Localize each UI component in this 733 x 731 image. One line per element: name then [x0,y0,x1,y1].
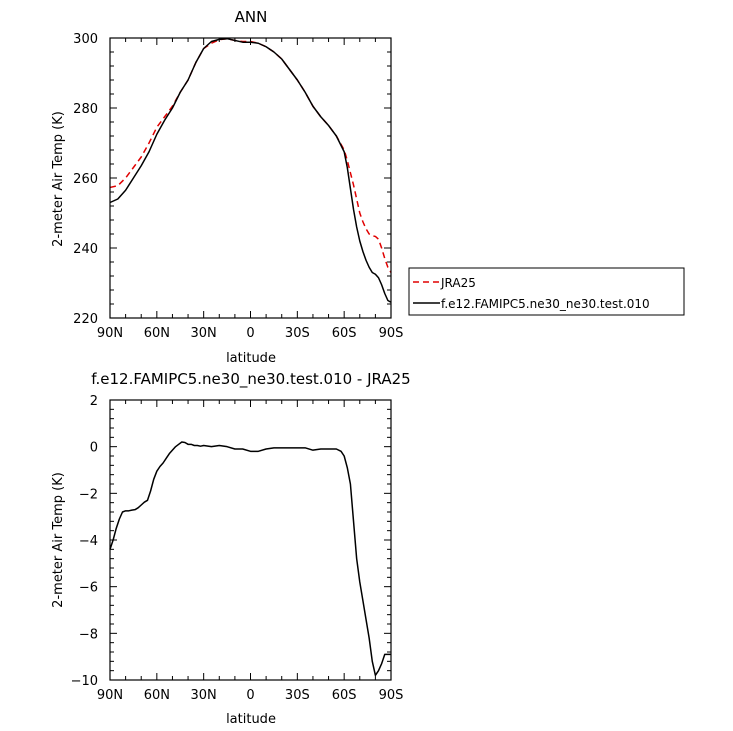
y-axis-label: 2-meter Air Temp (K) [51,111,66,247]
y-tick-label: 0 [90,441,98,456]
x-tick-label: 90S [379,326,404,341]
y-tick-label: −8 [79,627,98,642]
y-tick-label: −4 [79,534,98,549]
x-tick-label: 30N [191,688,217,703]
chart-title: f.e12.FAMIPC5.ne30_ne30.test.010 - JRA25 [91,370,410,389]
y-tick-label: 280 [73,102,98,117]
y-tick-label: −6 [79,581,98,596]
x-tick-label: 0 [246,326,254,341]
x-tick-label: 0 [246,688,254,703]
series-line-0 [109,37,392,273]
x-tick-label: 30S [285,688,310,703]
legend-label-model: f.e12.FAMIPC5.ne30_ne30.test.010 [441,297,650,311]
y-tick-label: 240 [73,242,98,257]
y-tick-label: 2 [90,394,98,409]
chart-title: ANN [235,8,268,26]
x-tick-label: 30S [285,326,310,341]
y-tick-label: −10 [71,674,98,689]
chart-panel-annual: ANN latitude 2-meter Air Temp (K) 90N 60N… [51,8,403,366]
legend-frame [408,267,685,316]
x-tick-label: 90S [379,688,404,703]
x-tick-label: 60N [144,688,170,703]
plot-frame [109,399,392,681]
chart-legend: JRA25 f.e12.FAMIPC5.ne30_ne30.test.010 [408,267,685,316]
series-line-1 [109,37,392,303]
x-tick-label: 60S [332,326,357,341]
series-line-0 [109,441,391,677]
chart-panel-difference: f.e12.FAMIPC5.ne30_ne30.test.010 - JRA25… [51,370,411,727]
y-tick-label: 260 [73,172,98,187]
x-tick-label: 90N [97,326,123,341]
y-tick-label: 220 [73,312,98,327]
y-tick-label: 300 [73,32,98,47]
y-axis-label: 2-meter Air Temp (K) [51,472,66,608]
x-tick-label: 60S [332,688,357,703]
legend-label-jra25: JRA25 [440,276,476,290]
x-axis-label: latitude [226,351,276,366]
x-tick-label: 90N [97,688,123,703]
y-tick-label: −2 [79,487,98,502]
x-axis-label: latitude [226,712,276,727]
x-tick-label: 60N [144,326,170,341]
x-tick-label: 30N [191,326,217,341]
